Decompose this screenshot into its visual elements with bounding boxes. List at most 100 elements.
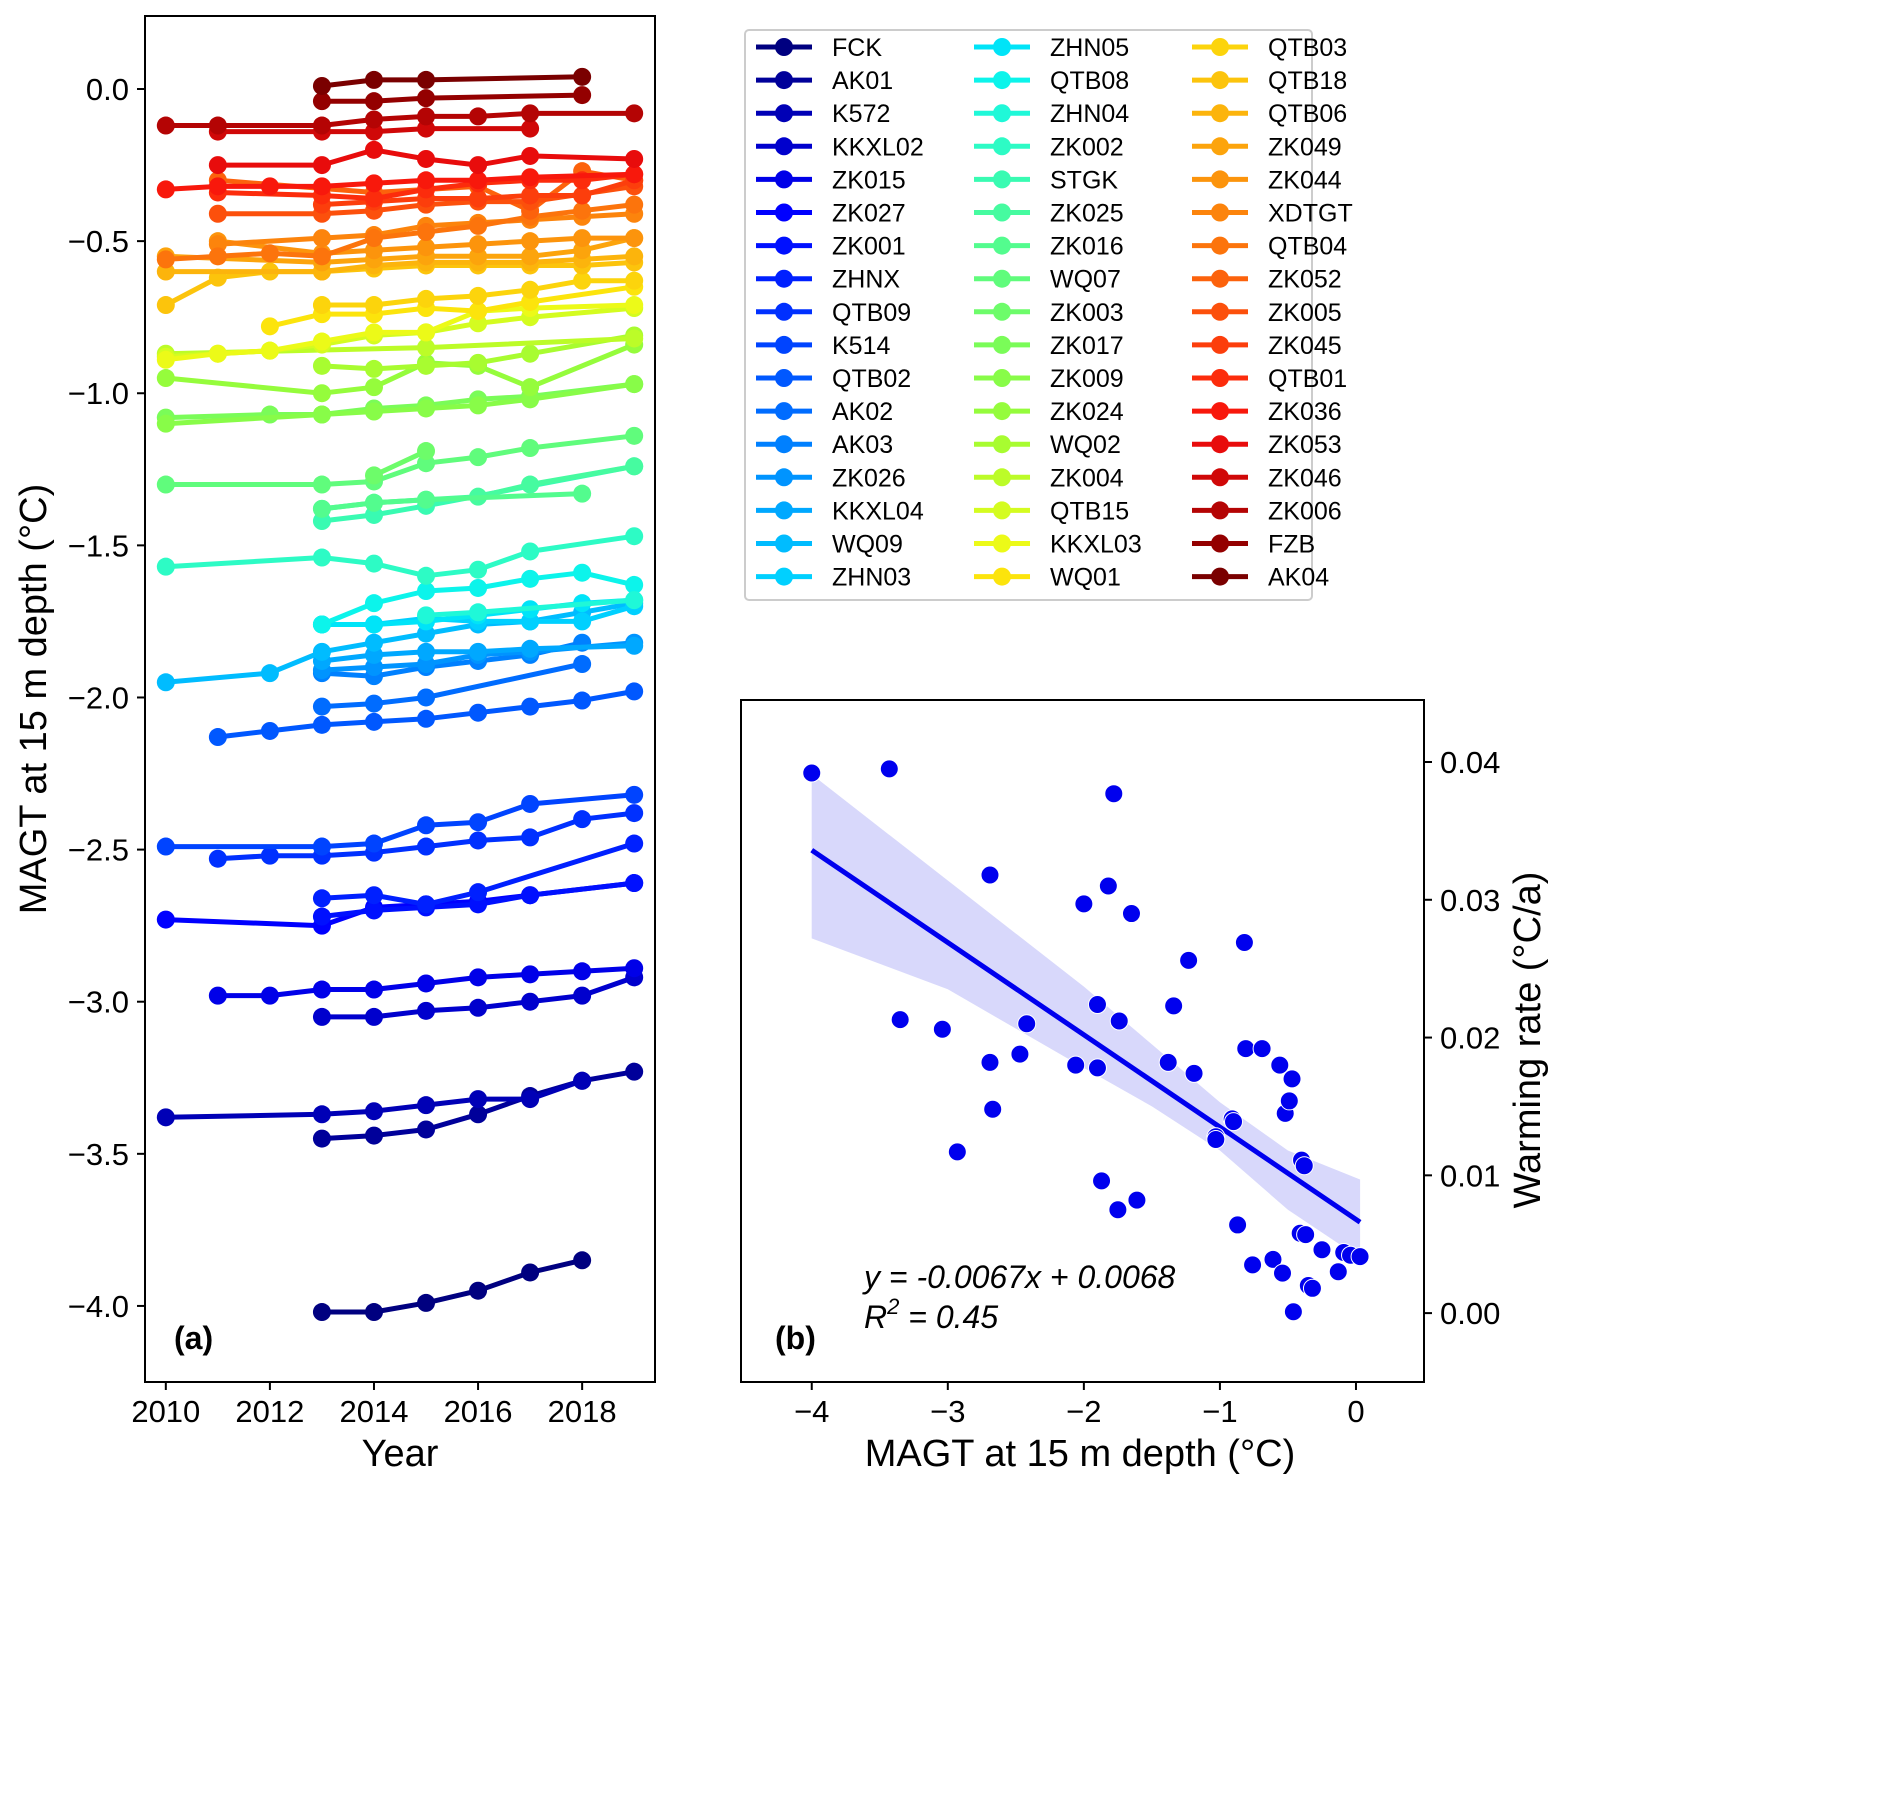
scatter-point bbox=[1283, 1302, 1303, 1322]
legend-marker-swatch bbox=[993, 71, 1011, 90]
scatter-point bbox=[1312, 1240, 1332, 1260]
data-point bbox=[364, 110, 383, 129]
legend-marker-swatch bbox=[775, 402, 793, 421]
legend-item-zhnx: ZHNX bbox=[756, 266, 900, 294]
data-point bbox=[364, 140, 383, 159]
legend-item-zhn03: ZHN03 bbox=[756, 564, 911, 592]
y-tick-label: −1.5 bbox=[68, 528, 129, 563]
data-point bbox=[312, 156, 331, 175]
legend-marker-swatch bbox=[993, 236, 1011, 255]
data-point bbox=[469, 189, 488, 208]
data-point bbox=[573, 563, 592, 582]
y-tick-label: −2.5 bbox=[68, 833, 129, 868]
legend-marker-swatch bbox=[775, 236, 793, 255]
data-point bbox=[521, 104, 540, 123]
data-point bbox=[521, 439, 540, 458]
series-line bbox=[165, 533, 635, 579]
legend-marker-swatch bbox=[1211, 402, 1229, 421]
data-point bbox=[573, 655, 592, 674]
data-point bbox=[469, 286, 488, 305]
data-point bbox=[625, 271, 644, 290]
scatter-point bbox=[1074, 894, 1094, 914]
y-tick-label: −3.5 bbox=[68, 1137, 129, 1172]
data-point bbox=[625, 296, 644, 315]
legend-item-zk006: ZK006 bbox=[1192, 497, 1342, 525]
series-wq07 bbox=[156, 426, 644, 494]
legend-label: ZK027 bbox=[832, 200, 906, 228]
legend-label: ZK046 bbox=[1268, 464, 1342, 492]
data-point bbox=[521, 1090, 540, 1109]
legend-marker-swatch bbox=[775, 534, 793, 553]
series-qtb09 bbox=[208, 804, 644, 868]
data-point bbox=[208, 116, 227, 135]
data-point bbox=[312, 907, 331, 926]
data-point bbox=[469, 107, 488, 126]
legend-item-zk045: ZK045 bbox=[1192, 332, 1342, 360]
data-point bbox=[312, 715, 331, 734]
data-point bbox=[312, 889, 331, 908]
data-point bbox=[625, 195, 644, 214]
legend-marker-swatch bbox=[993, 435, 1011, 454]
data-point bbox=[312, 615, 331, 634]
legend-item-zk004: ZK004 bbox=[974, 464, 1124, 492]
series-zk003 bbox=[364, 442, 436, 485]
data-point bbox=[156, 296, 175, 315]
data-point bbox=[364, 1303, 383, 1322]
data-point bbox=[573, 229, 592, 248]
r-squared-superscript: 2 bbox=[886, 1294, 899, 1319]
series-zk016 bbox=[312, 484, 592, 518]
data-point bbox=[156, 350, 175, 369]
series-wq09 bbox=[156, 594, 644, 692]
data-point bbox=[364, 493, 383, 512]
scatter-point bbox=[1279, 1091, 1299, 1111]
legend-marker-swatch bbox=[993, 369, 1011, 387]
legend-label: WQ07 bbox=[1050, 266, 1121, 294]
data-point bbox=[573, 186, 592, 205]
data-point bbox=[521, 569, 540, 588]
legend-marker-swatch bbox=[775, 137, 793, 156]
data-point bbox=[417, 606, 436, 625]
legend-item-zhn05: ZHN05 bbox=[974, 34, 1129, 62]
legend-item-qtb03: QTB03 bbox=[1192, 34, 1347, 62]
scatter-point bbox=[1228, 1215, 1248, 1235]
panel-b-label: (b) bbox=[775, 1320, 816, 1356]
legend-label: AK02 bbox=[832, 398, 893, 426]
legend-label: ZK049 bbox=[1268, 133, 1342, 161]
data-point bbox=[364, 189, 383, 208]
data-point bbox=[208, 986, 227, 1005]
data-point bbox=[417, 974, 436, 993]
x-tick-label: −4 bbox=[794, 1394, 829, 1429]
scatter-point bbox=[1010, 1044, 1030, 1064]
panel-a-x-ticks: 2010 2012 2014 2016 2018 bbox=[131, 1382, 617, 1429]
legend-marker-swatch bbox=[1211, 369, 1229, 387]
data-point bbox=[469, 642, 488, 661]
legend-label: ZK002 bbox=[1050, 133, 1124, 161]
data-point bbox=[469, 302, 488, 321]
legend-label: STGK bbox=[1050, 166, 1118, 194]
data-point bbox=[417, 1001, 436, 1020]
data-point bbox=[521, 992, 540, 1011]
x-tick-label: 2018 bbox=[548, 1394, 617, 1429]
legend-marker-swatch bbox=[775, 468, 793, 487]
legend-marker-swatch bbox=[1211, 170, 1229, 189]
data-point bbox=[364, 229, 383, 248]
data-point bbox=[469, 831, 488, 850]
series-line bbox=[165, 202, 635, 262]
legend-label: ZK053 bbox=[1268, 431, 1342, 459]
panel-b-axes-frame bbox=[740, 699, 1425, 1383]
data-point bbox=[573, 810, 592, 829]
legend-item-zk016: ZK016 bbox=[974, 233, 1124, 261]
data-point bbox=[312, 1129, 331, 1148]
data-point bbox=[156, 673, 175, 692]
scatter-point bbox=[1087, 994, 1107, 1014]
data-point bbox=[364, 554, 383, 573]
data-point bbox=[312, 837, 331, 856]
data-point bbox=[364, 1126, 383, 1145]
legend-label: AK04 bbox=[1268, 564, 1329, 592]
panel-a-axes-frame bbox=[144, 15, 656, 1383]
legend-item-zk005: ZK005 bbox=[1192, 299, 1342, 327]
series-wq02 bbox=[312, 326, 644, 378]
legend-item-stgk: STGK bbox=[974, 166, 1118, 194]
data-point bbox=[156, 557, 175, 576]
legend-label: ZK015 bbox=[832, 166, 906, 194]
